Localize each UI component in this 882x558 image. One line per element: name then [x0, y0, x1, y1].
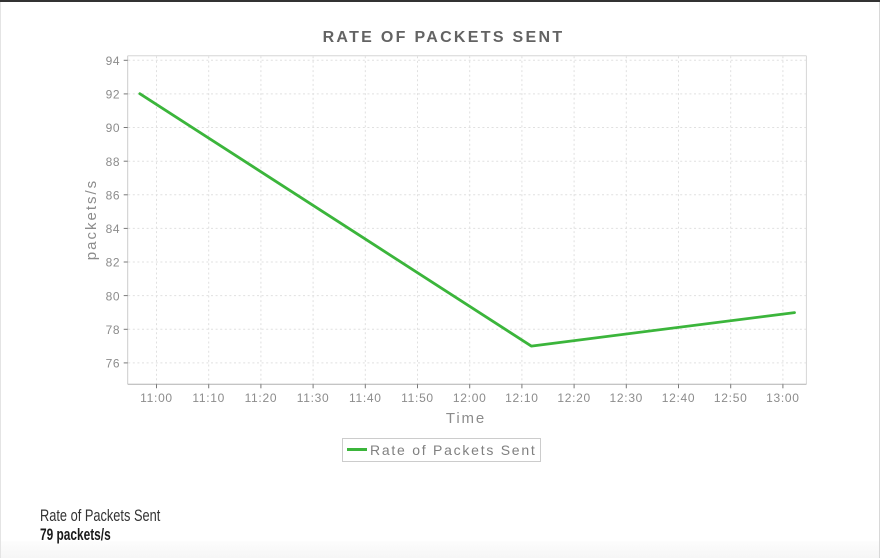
svg-text:11:00: 11:00: [140, 391, 173, 405]
svg-text:13:00: 13:00: [766, 391, 800, 405]
svg-text:88: 88: [106, 155, 120, 169]
svg-text:12:50: 12:50: [714, 391, 748, 405]
svg-text:80: 80: [106, 289, 120, 303]
svg-text:76: 76: [106, 357, 120, 371]
svg-text:12:10: 12:10: [505, 391, 539, 405]
svg-text:11:40: 11:40: [349, 391, 382, 405]
svg-text:78: 78: [106, 323, 120, 337]
svg-text:11:10: 11:10: [192, 391, 225, 405]
svg-text:12:30: 12:30: [610, 391, 644, 405]
svg-text:packets/s: packets/s: [83, 179, 100, 260]
svg-text:12:40: 12:40: [662, 391, 696, 405]
svg-text:12:00: 12:00: [453, 391, 487, 405]
svg-text:Time: Time: [446, 410, 486, 427]
svg-text:84: 84: [106, 222, 120, 236]
svg-text:86: 86: [106, 189, 120, 203]
svg-text:RATE OF PACKETS SENT: RATE OF PACKETS SENT: [323, 29, 565, 46]
svg-text:90: 90: [106, 121, 120, 135]
svg-text:92: 92: [106, 88, 120, 102]
svg-text:11:20: 11:20: [245, 391, 278, 405]
svg-text:11:50: 11:50: [401, 391, 434, 405]
svg-text:94: 94: [106, 54, 120, 68]
svg-text:82: 82: [106, 256, 120, 270]
svg-text:12:20: 12:20: [557, 391, 591, 405]
svg-text:11:30: 11:30: [297, 391, 330, 405]
